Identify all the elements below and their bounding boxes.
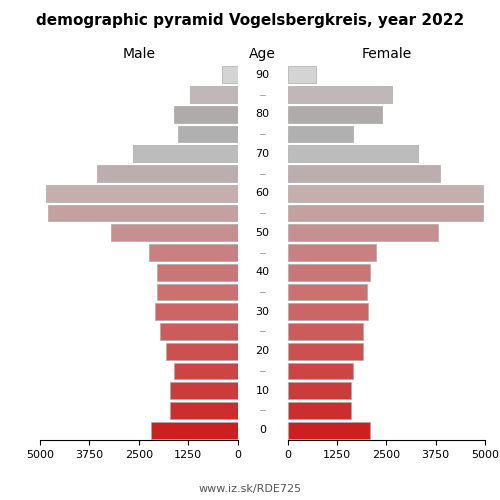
Text: 30: 30 — [256, 306, 270, 316]
Bar — [288, 304, 368, 320]
Bar — [288, 146, 418, 162]
Bar — [288, 86, 392, 103]
Bar — [288, 224, 438, 241]
Bar — [160, 323, 238, 340]
Text: 20: 20 — [256, 346, 270, 356]
Bar — [154, 304, 238, 320]
Bar — [288, 204, 483, 222]
Bar — [288, 165, 440, 182]
Bar — [288, 284, 366, 300]
Bar — [190, 86, 238, 103]
Bar — [288, 343, 362, 359]
Bar — [288, 244, 376, 261]
Bar — [148, 244, 238, 261]
Bar — [288, 323, 362, 340]
Text: 50: 50 — [256, 228, 270, 238]
Text: www.iz.sk/RDE725: www.iz.sk/RDE725 — [198, 484, 302, 494]
Title: Male: Male — [122, 47, 155, 61]
Text: 60: 60 — [256, 188, 270, 198]
Bar — [288, 382, 350, 399]
Bar — [46, 185, 238, 202]
Bar — [288, 402, 350, 419]
Text: 10: 10 — [256, 386, 270, 396]
Text: 70: 70 — [256, 149, 270, 159]
Text: 40: 40 — [256, 267, 270, 277]
Bar — [288, 362, 352, 380]
Bar — [170, 402, 237, 419]
Title: Female: Female — [361, 47, 412, 61]
Bar — [288, 185, 483, 202]
Bar — [288, 126, 352, 142]
Bar — [166, 343, 238, 359]
Text: demographic pyramid Vogelsbergkreis, year 2022: demographic pyramid Vogelsbergkreis, yea… — [36, 12, 464, 28]
Bar — [288, 106, 382, 122]
Bar — [98, 165, 237, 182]
Bar — [222, 66, 238, 84]
Bar — [288, 66, 316, 84]
Title: Age: Age — [249, 47, 276, 61]
Bar — [174, 362, 238, 380]
Bar — [150, 422, 238, 438]
Bar — [111, 224, 238, 241]
Bar — [170, 382, 237, 399]
Text: 90: 90 — [256, 70, 270, 80]
Bar — [48, 204, 238, 222]
Bar — [174, 106, 238, 122]
Bar — [178, 126, 238, 142]
Text: 0: 0 — [259, 425, 266, 435]
Text: 80: 80 — [256, 110, 270, 120]
Bar — [288, 422, 370, 438]
Bar — [156, 284, 238, 300]
Bar — [133, 146, 238, 162]
Bar — [288, 264, 370, 280]
Bar — [156, 264, 238, 280]
